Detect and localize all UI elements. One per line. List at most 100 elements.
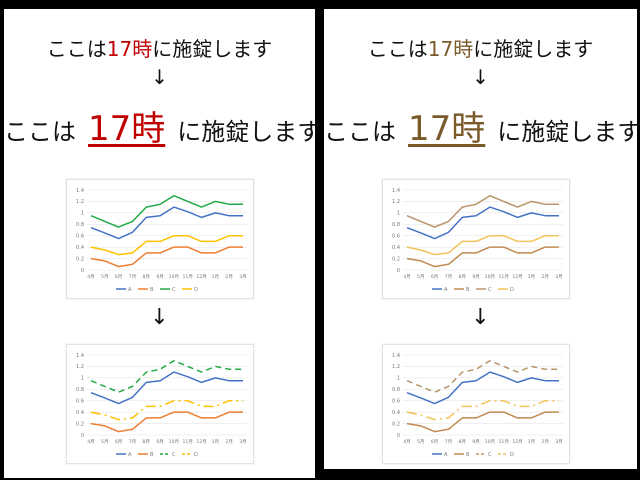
x-tick-label: 10月	[169, 274, 179, 280]
y-tick-label: 0.2	[76, 256, 84, 262]
y-tick-label: 0.6	[76, 234, 84, 240]
x-tick-label: 1月	[212, 274, 220, 280]
x-tick-label: 7月	[445, 274, 453, 280]
x-tick-label: 10月	[169, 439, 179, 445]
x-tick-label: 1月	[528, 439, 536, 445]
legend-label: B	[466, 287, 470, 293]
legend-label: A	[128, 287, 132, 293]
x-tick-label: 11月	[183, 439, 193, 445]
x-tick-label: 2月	[541, 274, 549, 280]
left-panel: ここは17時に施錠します ↓ ここは 17時 に施錠します 0 0.2 0.4 0.6 0.…	[4, 9, 322, 478]
x-tick-label: 3月	[239, 439, 247, 445]
series-line-D	[90, 234, 243, 256]
series-line-A	[90, 206, 243, 240]
y-tick-label: 0.6	[392, 234, 400, 240]
x-tick-label: 4月	[87, 439, 95, 445]
series-line-A	[90, 371, 243, 405]
y-tick-label: 1	[397, 376, 400, 382]
x-tick-label: 6月	[431, 439, 439, 445]
x-tick-label: 12月	[196, 274, 206, 280]
legend-label: B	[466, 452, 470, 458]
y-tick-label: 0.4	[392, 410, 400, 416]
y-tick-label: 0.2	[392, 421, 400, 427]
y-tick-label: 1.4	[76, 353, 84, 359]
y-tick-label: 0	[397, 433, 400, 439]
legend-label: C	[488, 287, 492, 293]
series-line-C	[90, 359, 243, 393]
line-chart-color: 0 0.2 0.4 0.6 0.8 1 1.2 1.4 4月 5月 6月 7月 8月 9月 10月 11月 12…	[66, 179, 254, 299]
x-tick-label: 11月	[499, 274, 509, 280]
legend-label: A	[128, 452, 132, 458]
x-tick-label: 3月	[555, 439, 563, 445]
y-tick-label: 0.8	[392, 387, 400, 393]
legend-label: A	[444, 452, 448, 458]
sentence-emphasized: ここは 17時 に施錠します	[4, 109, 322, 149]
y-tick-label: 1.4	[392, 353, 400, 359]
legend-label: D	[194, 452, 198, 458]
x-tick-label: 5月	[101, 439, 109, 445]
y-tick-label: 1.2	[76, 364, 84, 370]
x-tick-label: 2月	[225, 274, 233, 280]
x-tick-label: 6月	[115, 274, 123, 280]
sentence-emphasized: ここは 17時 に施錠します	[324, 109, 640, 149]
x-tick-label: 3月	[555, 274, 563, 280]
x-tick-label: 9月	[156, 274, 164, 280]
y-tick-label: 1.4	[76, 188, 84, 194]
x-tick-label: 9月	[472, 439, 480, 445]
x-tick-label: 3月	[239, 274, 247, 280]
legend-label: B	[150, 287, 154, 293]
y-tick-label: 0.8	[392, 222, 400, 228]
line-chart-color: 0 0.2 0.4 0.6 0.8 1 1.2 1.4 4月 5月 6月 7月 8月 9月 10月 11月 12…	[382, 179, 570, 299]
x-tick-label: 4月	[87, 274, 95, 280]
y-tick-label: 1.4	[392, 188, 400, 194]
series-line-B	[90, 246, 243, 268]
x-tick-label: 8月	[143, 274, 151, 280]
y-tick-label: 0.2	[76, 421, 84, 427]
legend-label: B	[150, 452, 154, 458]
x-tick-label: 10月	[485, 439, 495, 445]
legend-label: A	[444, 287, 448, 293]
y-tick-label: 0.4	[76, 245, 84, 251]
x-tick-label: 9月	[472, 274, 480, 280]
x-tick-label: 9月	[156, 439, 164, 445]
arrow-down-icon: ↓	[151, 65, 168, 89]
series-line-B	[406, 411, 559, 433]
arrow-down-icon: ↓	[471, 305, 490, 330]
y-tick-label: 0.4	[76, 410, 84, 416]
series-line-C	[406, 359, 559, 393]
x-tick-label: 10月	[485, 274, 495, 280]
legend-label: C	[172, 452, 176, 458]
legend-label: C	[172, 287, 176, 293]
y-tick-label: 1.2	[392, 364, 400, 370]
arrow-down-icon: ↓	[150, 305, 169, 330]
y-tick-label: 0.2	[392, 256, 400, 262]
legend-label: D	[510, 452, 514, 458]
x-tick-label: 8月	[459, 439, 467, 445]
y-tick-label: 1	[81, 211, 84, 217]
x-tick-label: 2月	[541, 439, 549, 445]
y-tick-label: 1	[81, 376, 84, 382]
series-line-A	[406, 371, 559, 405]
y-tick-label: 0.8	[76, 222, 84, 228]
y-tick-label: 1.2	[392, 199, 400, 205]
x-tick-label: 7月	[445, 439, 453, 445]
right-panel: ここは17時に施錠します ↓ ここは 17時 に施錠します 0 0.2 0.4 0.6 0.…	[324, 9, 640, 469]
x-tick-label: 5月	[417, 274, 425, 280]
x-tick-label: 12月	[512, 274, 522, 280]
line-chart-dashed: 0 0.2 0.4 0.6 0.8 1 1.2 1.4 4月 5月 6月 7月 8月 9月 10月 11月 12…	[66, 344, 254, 464]
x-tick-label: 6月	[115, 439, 123, 445]
x-tick-label: 1月	[528, 274, 536, 280]
x-tick-label: 6月	[431, 274, 439, 280]
x-tick-label: 8月	[143, 439, 151, 445]
legend-label: D	[194, 287, 198, 293]
x-tick-label: 7月	[129, 274, 137, 280]
series-line-D	[90, 399, 243, 421]
y-tick-label: 0	[81, 268, 84, 274]
x-tick-label: 5月	[101, 274, 109, 280]
y-tick-label: 0.6	[392, 399, 400, 405]
x-tick-label: 11月	[499, 439, 509, 445]
y-tick-label: 1	[397, 211, 400, 217]
y-tick-label: 0	[397, 268, 400, 274]
x-tick-label: 1月	[212, 439, 220, 445]
x-tick-label: 12月	[196, 439, 206, 445]
